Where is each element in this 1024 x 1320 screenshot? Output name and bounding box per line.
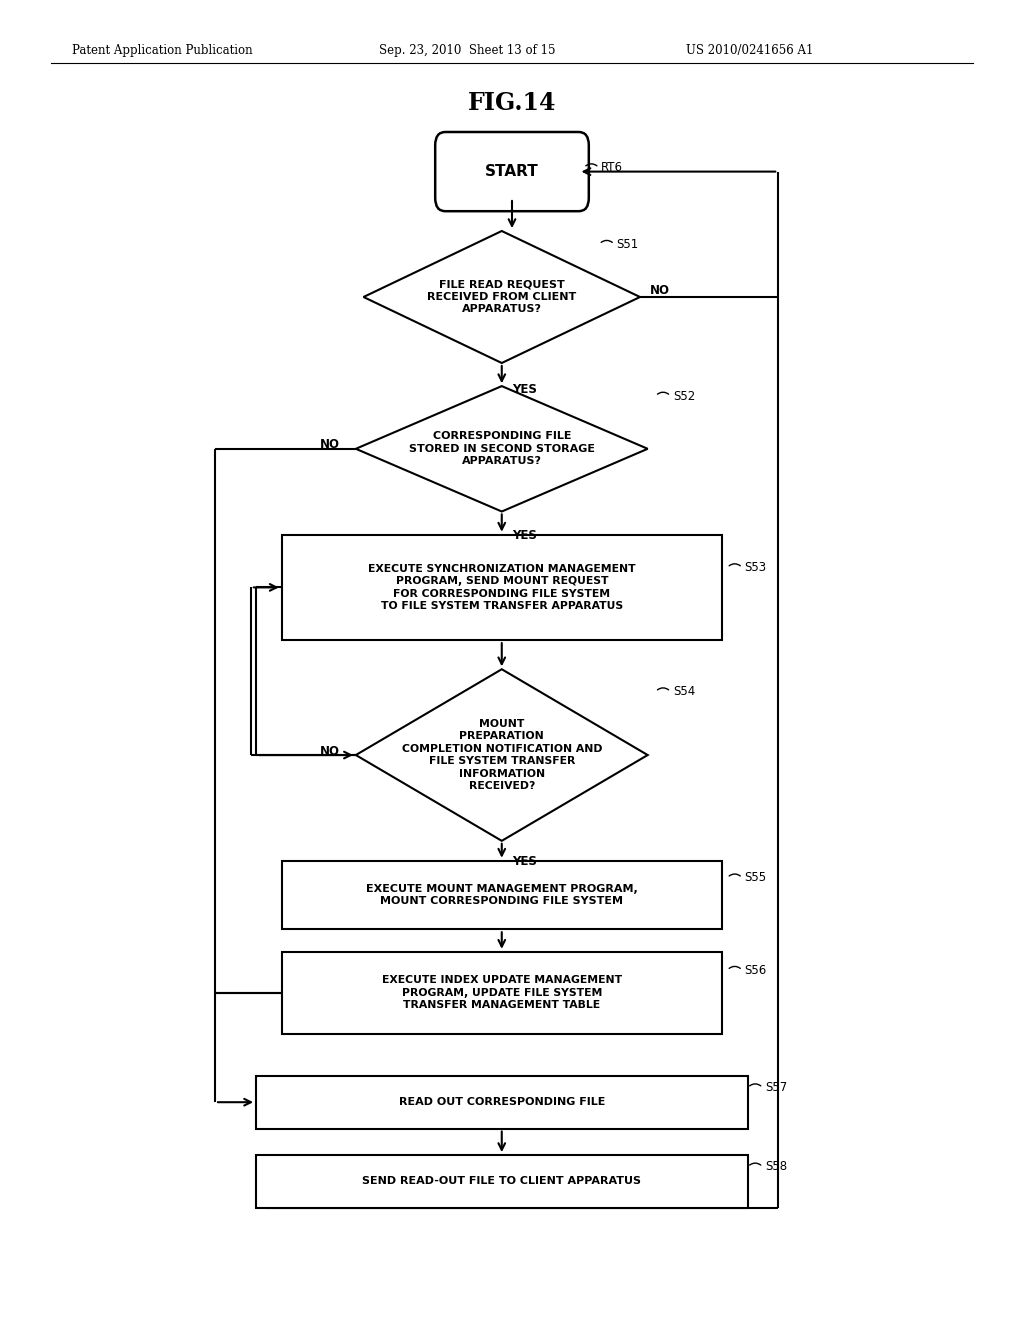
FancyBboxPatch shape xyxy=(435,132,589,211)
Text: EXECUTE INDEX UPDATE MANAGEMENT
PROGRAM, UPDATE FILE SYSTEM
TRANSFER MANAGEMENT : EXECUTE INDEX UPDATE MANAGEMENT PROGRAM,… xyxy=(382,975,622,1010)
Text: S57: S57 xyxy=(765,1081,787,1094)
Text: S56: S56 xyxy=(744,964,767,977)
Bar xyxy=(282,952,722,1034)
Text: RT6: RT6 xyxy=(601,161,623,174)
Polygon shape xyxy=(356,669,647,841)
Text: YES: YES xyxy=(512,383,537,396)
Bar xyxy=(282,861,722,929)
Text: MOUNT
PREPARATION
COMPLETION NOTIFICATION AND
FILE SYSTEM TRANSFER
INFORMATION
R: MOUNT PREPARATION COMPLETION NOTIFICATIO… xyxy=(401,719,602,791)
Text: S58: S58 xyxy=(765,1160,787,1173)
Text: S52: S52 xyxy=(673,389,695,403)
Text: Patent Application Publication: Patent Application Publication xyxy=(72,44,252,57)
Text: S54: S54 xyxy=(673,685,695,698)
Polygon shape xyxy=(364,231,640,363)
Polygon shape xyxy=(356,385,647,511)
Bar xyxy=(256,1155,748,1208)
Text: YES: YES xyxy=(512,529,537,541)
Bar xyxy=(256,1076,748,1129)
Text: Sep. 23, 2010  Sheet 13 of 15: Sep. 23, 2010 Sheet 13 of 15 xyxy=(379,44,555,57)
Text: YES: YES xyxy=(512,855,537,869)
Text: FILE READ REQUEST
RECEIVED FROM CLIENT
APPARATUS?: FILE READ REQUEST RECEIVED FROM CLIENT A… xyxy=(427,280,577,314)
Text: NO: NO xyxy=(650,284,671,297)
Text: S51: S51 xyxy=(616,238,639,251)
Text: NO: NO xyxy=(319,438,340,451)
Text: S53: S53 xyxy=(744,561,767,574)
Text: NO: NO xyxy=(319,744,340,758)
Text: EXECUTE SYNCHRONIZATION MANAGEMENT
PROGRAM, SEND MOUNT REQUEST
FOR CORRESPONDING: EXECUTE SYNCHRONIZATION MANAGEMENT PROGR… xyxy=(368,564,636,611)
Text: READ OUT CORRESPONDING FILE: READ OUT CORRESPONDING FILE xyxy=(398,1097,605,1107)
Text: CORRESPONDING FILE
STORED IN SECOND STORAGE
APPARATUS?: CORRESPONDING FILE STORED IN SECOND STOR… xyxy=(409,432,595,466)
Text: START: START xyxy=(485,164,539,180)
Text: US 2010/0241656 A1: US 2010/0241656 A1 xyxy=(686,44,813,57)
Bar xyxy=(282,535,722,640)
Text: EXECUTE MOUNT MANAGEMENT PROGRAM,
MOUNT CORRESPONDING FILE SYSTEM: EXECUTE MOUNT MANAGEMENT PROGRAM, MOUNT … xyxy=(366,884,638,906)
Text: S55: S55 xyxy=(744,871,767,884)
Text: FIG.14: FIG.14 xyxy=(468,91,556,115)
Text: SEND READ-OUT FILE TO CLIENT APPARATUS: SEND READ-OUT FILE TO CLIENT APPARATUS xyxy=(362,1176,641,1187)
